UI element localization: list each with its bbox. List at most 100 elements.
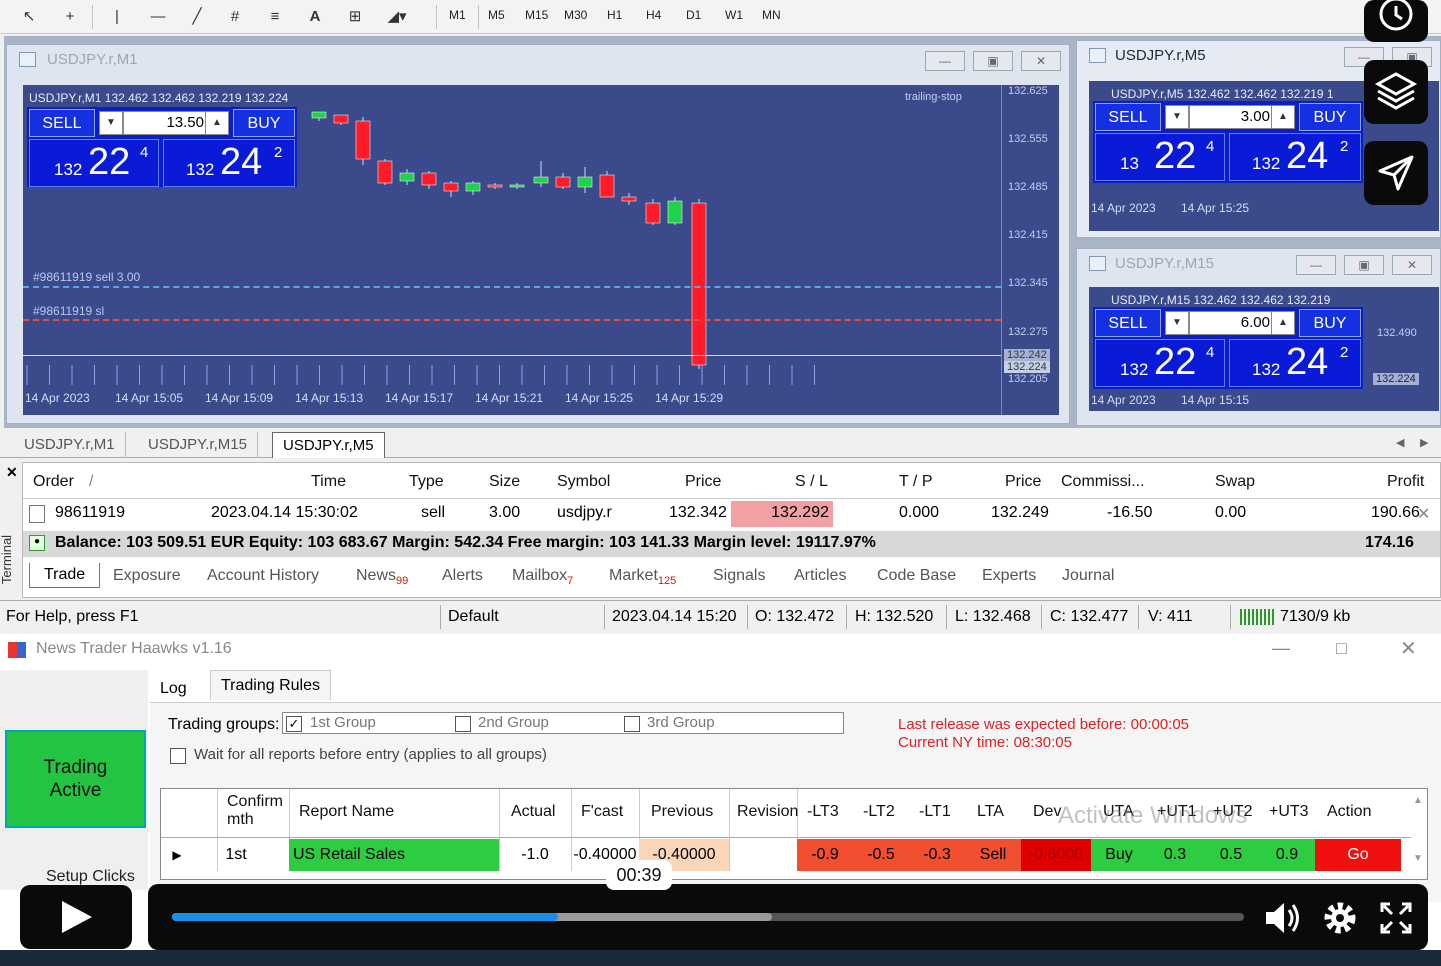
chart-tab-m5[interactable]: USDJPY.r,M5: [272, 432, 385, 458]
cell-lt2[interactable]: -0.5: [853, 839, 909, 871]
cell-confirm[interactable]: 1st: [225, 846, 247, 863]
col-lta[interactable]: LTA: [977, 803, 1004, 820]
col-lt3[interactable]: -LT3: [807, 803, 839, 820]
chart-area[interactable]: USDJPY.r,M15 132.462 132.462 132.219 SEL…: [1089, 287, 1439, 411]
scroll-up-icon[interactable]: ▲: [1413, 795, 1423, 806]
share-button[interactable]: [1364, 141, 1428, 205]
maximize-icon[interactable]: □: [1336, 638, 1347, 658]
col-revision[interactable]: Revision: [737, 803, 799, 820]
cell-revision[interactable]: [729, 839, 797, 871]
channels-icon[interactable]: #: [230, 8, 240, 25]
order-sl[interactable]: 132.292: [731, 501, 833, 527]
close-position-icon[interactable]: ✕: [1417, 506, 1431, 523]
cell-dev[interactable]: -0.6000: [1021, 839, 1091, 871]
cell-ut2[interactable]: 0.5: [1203, 839, 1259, 871]
tab-mailbox[interactable]: Mailbox7: [512, 567, 573, 587]
chart-tab-m15[interactable]: USDJPY.r,M15: [138, 432, 258, 458]
col-dev[interactable]: Dev: [1033, 803, 1062, 820]
tab-trade[interactable]: Trade: [29, 563, 101, 588]
tab-experts[interactable]: Experts: [982, 567, 1036, 585]
tab-scroll-left-icon[interactable]: ◀: [1396, 437, 1405, 449]
setup-clicks-button[interactable]: Setup Clicks: [46, 868, 135, 885]
tab-alerts[interactable]: Alerts: [442, 567, 483, 585]
buy-price[interactable]: 132 24 2: [163, 139, 295, 187]
col-order[interactable]: Order: [33, 473, 74, 490]
buy-button[interactable]: BUY: [1299, 309, 1361, 337]
trendline-icon[interactable]: ╱: [192, 8, 202, 25]
col-symbol[interactable]: Symbol: [557, 473, 611, 490]
timeframe-h4-button[interactable]: H4: [646, 8, 662, 22]
close-icon[interactable]: ✕: [1021, 51, 1061, 71]
col-ut2[interactable]: +UT2: [1213, 803, 1253, 820]
col-lt2[interactable]: -LT2: [863, 803, 895, 820]
lot-down-icon[interactable]: ▼: [1165, 311, 1189, 335]
sell-button[interactable]: SELL: [29, 109, 95, 137]
tab-exposure[interactable]: Exposure: [113, 567, 181, 585]
cell-lta[interactable]: Sell: [965, 839, 1021, 871]
col-time[interactable]: Time: [311, 473, 346, 490]
col-ut1[interactable]: +UT1: [1157, 803, 1197, 820]
minimize-icon[interactable]: —: [925, 51, 965, 71]
lot-up-icon[interactable]: ▲: [1271, 311, 1295, 335]
col-fcast[interactable]: F'cast: [581, 803, 624, 820]
cell-fcast[interactable]: -0.40000: [573, 846, 637, 863]
maximize-icon[interactable]: ▣: [1344, 255, 1384, 275]
cell-report-name[interactable]: US Retail Sales: [289, 839, 499, 871]
timeframe-m30-button[interactable]: M30: [564, 8, 588, 22]
close-icon[interactable]: ✕: [1400, 638, 1417, 660]
table-row[interactable]: 98611919 2023.04.14 15:30:02 sell 3.00 u…: [23, 501, 1441, 529]
text-label-icon[interactable]: ⊞: [348, 8, 362, 25]
group1-checkbox[interactable]: ✓: [286, 716, 302, 732]
cell-ut1[interactable]: 0.3: [1147, 839, 1203, 871]
col-commission[interactable]: Commissi...: [1061, 473, 1145, 490]
col-lt1[interactable]: -LT1: [919, 803, 951, 820]
order-level-line[interactable]: [23, 286, 1001, 288]
timeframe-d1-button[interactable]: D1: [686, 8, 702, 22]
buy-price[interactable]: 132 24 2: [1229, 339, 1361, 387]
tab-articles[interactable]: Articles: [794, 567, 846, 585]
text-icon[interactable]: A: [309, 8, 321, 25]
stop-loss-line[interactable]: [23, 319, 1001, 321]
timeframe-m5-button[interactable]: M5: [488, 8, 505, 22]
sell-button[interactable]: SELL: [1095, 309, 1161, 337]
progress-played[interactable]: [172, 913, 558, 921]
tab-journal[interactable]: Journal: [1062, 567, 1114, 585]
maximize-icon[interactable]: ▣: [973, 51, 1013, 71]
wait-reports-checkbox[interactable]: [170, 748, 186, 764]
cell-uta[interactable]: Buy: [1091, 839, 1147, 871]
tab-news[interactable]: News99: [356, 567, 408, 587]
horizontal-line-icon[interactable]: —: [150, 8, 166, 25]
timeframe-m1-button[interactable]: M1: [449, 8, 466, 22]
fullscreen-icon[interactable]: [1376, 898, 1416, 938]
vertical-line-icon[interactable]: |: [115, 8, 119, 25]
terminal-close-icon[interactable]: ✕: [6, 464, 18, 480]
timeframe-mn-button[interactable]: MN: [762, 8, 781, 22]
col-profit[interactable]: Profit: [1387, 473, 1425, 490]
col-previous[interactable]: Previous: [651, 803, 714, 820]
col-report-name[interactable]: Report Name: [299, 803, 395, 820]
col-action[interactable]: Action: [1327, 803, 1372, 820]
cell-action[interactable]: Go: [1315, 839, 1401, 871]
tab-code-base[interactable]: Code Base: [877, 567, 956, 585]
chart-area[interactable]: USDJPY.r,M1 132.462 132.462 132.219 132.…: [23, 85, 1059, 415]
buy-button[interactable]: BUY: [1299, 103, 1361, 131]
col-ut3[interactable]: +UT3: [1269, 803, 1309, 820]
sell-button[interactable]: SELL: [1095, 103, 1161, 131]
order-tp[interactable]: 0.000: [899, 504, 940, 521]
clock-button[interactable]: [1364, 0, 1428, 42]
col-confirm[interactable]: Confirm mth: [227, 793, 284, 828]
scroll-down-icon[interactable]: ▼: [1413, 853, 1423, 864]
settings-icon[interactable]: [1320, 898, 1360, 938]
cell-lt3[interactable]: -0.9: [797, 839, 853, 871]
tab-log[interactable]: Log: [160, 680, 187, 697]
lot-down-icon[interactable]: ▼: [1165, 105, 1189, 129]
minimize-icon[interactable]: —: [1272, 638, 1290, 658]
timeframe-w1-button[interactable]: W1: [725, 8, 743, 22]
col-actual[interactable]: Actual: [511, 803, 556, 820]
minimize-icon[interactable]: —: [1296, 255, 1336, 275]
col-sl[interactable]: S / L: [795, 473, 828, 490]
col-price[interactable]: Price: [685, 473, 722, 490]
lot-up-icon[interactable]: ▲: [205, 111, 229, 135]
cell-ut3[interactable]: 0.9: [1259, 839, 1315, 871]
buy-price[interactable]: 132 24 2: [1229, 133, 1361, 181]
